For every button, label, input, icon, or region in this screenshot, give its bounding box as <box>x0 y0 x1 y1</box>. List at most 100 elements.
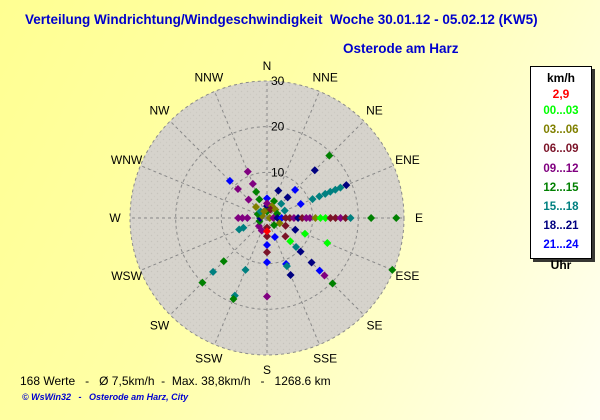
wind-data-point <box>270 232 279 241</box>
legend-bin-row: 21...24 <box>543 239 579 252</box>
compass-label-e: E <box>415 211 423 225</box>
wind-data-point <box>281 221 290 230</box>
wind-data-point <box>320 271 329 280</box>
legend-uhr-label: Uhr <box>550 257 572 272</box>
wind-data-point <box>296 200 305 209</box>
wind-data-point <box>367 214 376 222</box>
legend-current-value: 2,9 <box>552 87 570 101</box>
wind-data-point <box>209 267 218 276</box>
wind-data-point <box>342 181 351 190</box>
wind-data-point <box>244 195 253 204</box>
wind-data-point <box>321 189 330 198</box>
wind-data-point <box>307 258 316 267</box>
wind-data-point <box>308 195 317 204</box>
wind-data-point <box>326 214 335 222</box>
wind-data-point <box>248 179 257 188</box>
wind-data-point <box>243 214 252 222</box>
wind-data-point <box>325 151 334 160</box>
wind-data-point <box>285 214 294 222</box>
wind-data-point <box>392 214 401 222</box>
wind-data-point <box>331 214 340 222</box>
wind-data-point <box>311 214 320 222</box>
wind-data-point <box>328 279 337 288</box>
wind-data-point <box>336 214 345 222</box>
wind-data-point <box>225 176 234 185</box>
wind-data-point <box>266 205 275 214</box>
wind-data-point <box>315 192 324 201</box>
legend-panel: km/h 2,9 00...03 03...06 06...09 09...12 12.… <box>530 66 592 272</box>
wind-data-point <box>281 232 290 241</box>
wind-data-point <box>341 214 350 222</box>
wind-data-point <box>263 194 271 203</box>
wind-data-point <box>263 258 271 267</box>
compass-label-s: S <box>263 363 271 377</box>
wind-data-point <box>229 295 238 304</box>
wind-data-point <box>233 184 242 193</box>
wind-data-point <box>274 186 283 195</box>
compass-label-se: SE <box>366 318 382 332</box>
wind-data-point <box>235 225 244 234</box>
current-wind-point <box>263 227 271 236</box>
compass-label-ene: ENE <box>395 153 420 167</box>
wind-data-point <box>198 278 207 287</box>
legend-bin-row: 03...06 <box>543 124 579 137</box>
wind-data-point <box>281 214 290 222</box>
compass-label-ne: NE <box>366 104 383 118</box>
wind-data-point <box>315 266 324 275</box>
wind-data-point <box>263 232 271 241</box>
wind-data-point <box>286 237 295 246</box>
compass-label-wsw: WSW <box>111 269 142 283</box>
legend-bin-list: 00...03 03...06 06...09 09...12 12...15 15...… <box>543 102 578 256</box>
wind-data-point <box>346 214 355 222</box>
chart-subtitle-station: Osterode am Harz <box>343 41 459 56</box>
wind-data-point <box>280 206 289 215</box>
chart-title: Verteilung Windrichtung/Windgeschwindigk… <box>25 12 538 27</box>
wind-data-point <box>277 199 286 208</box>
radial-tick-label: 20 <box>271 120 285 134</box>
wind-data-point <box>323 238 332 247</box>
wind-data-point <box>388 265 397 274</box>
wind-data-point <box>263 292 271 301</box>
wind-data-point <box>292 243 301 252</box>
legend-bin-row: 00...03 <box>543 105 579 117</box>
wind-data-point <box>238 214 247 222</box>
wind-data-point <box>270 221 279 230</box>
wind-data-point <box>283 193 292 202</box>
wind-data-point <box>321 214 330 222</box>
compass-label-nne: NNE <box>312 71 337 85</box>
wind-data-point <box>234 214 243 222</box>
compass-label-wnw: WNW <box>111 153 143 167</box>
compass-label-ese: ESE <box>395 269 419 283</box>
wind-data-point <box>291 225 300 234</box>
wind-data-point <box>300 229 309 238</box>
wind-data-point <box>296 247 305 256</box>
wind-data-point <box>305 214 314 222</box>
wind-data-point <box>286 270 295 279</box>
legend-bin-row: 06...09 <box>543 143 579 156</box>
wind-data-point <box>298 214 307 222</box>
compass-label-sse: SSE <box>313 351 337 365</box>
compass-label-nnw: NNW <box>194 71 223 85</box>
radial-tick-label: 30 <box>271 74 285 88</box>
wind-data-point <box>316 214 325 222</box>
wind-data-point <box>310 166 319 175</box>
wind-data-point <box>269 214 278 222</box>
wind-data-point <box>254 222 263 231</box>
wind-data-point <box>252 187 261 196</box>
wind-data-point <box>241 265 250 274</box>
compass-label-ssw: SSW <box>195 351 223 365</box>
compass-label-w: W <box>109 211 121 225</box>
copyright-line: © WsWin32 - Osterode am Harz, City <box>22 392 189 402</box>
legend-bin-row: 18...21 <box>543 220 579 233</box>
wind-data-point <box>255 195 264 204</box>
wind-data-point <box>219 257 228 266</box>
radial-tick-label: 10 <box>271 165 285 179</box>
wind-data-point <box>294 214 303 222</box>
legend-bin-row: 15...18 <box>543 201 579 214</box>
wind-data-point <box>263 248 271 257</box>
compass-label-n: N <box>263 59 272 73</box>
compass-label-sw: SW <box>150 318 170 332</box>
stats-line: 168 Werte - Ø 7,5km/h - Max. 38,8km/h - … <box>20 374 331 388</box>
